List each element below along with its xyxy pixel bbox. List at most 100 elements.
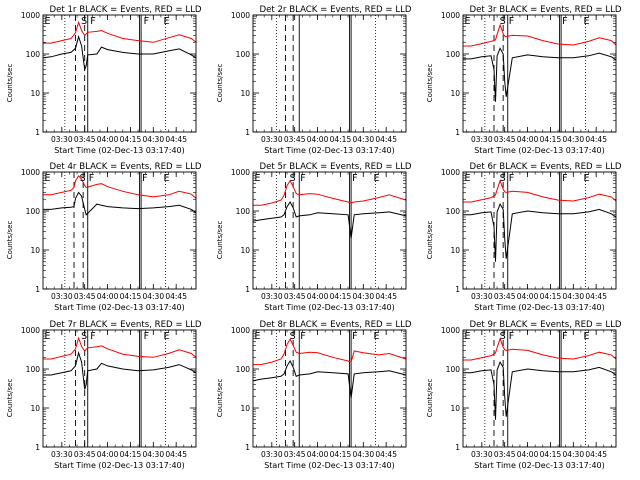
chart-title: Det 9r BLACK = Events, RED = LLD (469, 320, 621, 330)
lld-series-line (43, 174, 197, 199)
x-tick-label: 03:45 (284, 135, 306, 144)
x-tick-label: 03:45 (74, 135, 96, 144)
y-axis-label: Counts/sec (216, 221, 224, 260)
lld-series-line (253, 338, 407, 366)
y-tick-label: 100 (446, 207, 461, 216)
plot-frame (252, 171, 407, 290)
x-tick-label: 03:30 (261, 135, 283, 144)
x-tick-label: 04:30 (142, 135, 164, 144)
y-tick-label: 1 (455, 128, 460, 137)
y-tick-label: 1000 (231, 168, 250, 177)
x-axis-label: Start Time (02-Dec-13 03:17:40) (474, 461, 605, 470)
region-label: F (562, 331, 567, 342)
region-label: S (500, 331, 506, 342)
x-tick-label: 04:15 (330, 135, 352, 144)
x-axis-label: Start Time (02-Dec-13 03:17:40) (264, 461, 395, 470)
x-tick-label: 04:15 (120, 292, 142, 301)
y-tick-label: 1000 (231, 11, 250, 20)
region-label: E (255, 173, 261, 184)
x-axis-label: Start Time (02-Dec-13 03:17:40) (264, 303, 395, 312)
events-series-line (253, 359, 407, 399)
chart-panel: Det 9r BLACK = Events, RED = LLD Counts/s… (426, 320, 622, 470)
region-label: S (81, 16, 87, 27)
events-series-line (463, 47, 617, 102)
x-tick-label: 04:00 (307, 135, 329, 144)
region-label: F (352, 173, 357, 184)
chart-panel: Det 1r BLACK = Events, RED = LLD Counts/s… (6, 5, 202, 155)
x-tick-label: 04:00 (307, 450, 329, 459)
region-label: E (373, 173, 379, 184)
events-series-line (463, 202, 617, 262)
y-tick-label: 1000 (21, 326, 40, 335)
x-tick-label: 04:15 (330, 292, 352, 301)
plot-frame (42, 329, 197, 448)
region-label: F (89, 173, 94, 184)
y-axis-label: Counts/sec (6, 379, 14, 418)
region-label: F (144, 331, 149, 342)
chart-panel: Det 4r BLACK = Events, RED = LLD Counts/s… (6, 162, 202, 312)
x-tick-label: 04:15 (540, 450, 562, 459)
x-tick-label: 04:15 (120, 450, 142, 459)
x-axis-label: Start Time (02-Dec-13 03:17:40) (54, 146, 185, 155)
x-tick-label: 04:30 (562, 292, 584, 301)
lld-series-line (253, 179, 407, 206)
x-axis-label: Start Time (02-Dec-13 03:17:40) (474, 303, 605, 312)
chart-title: Det 6r BLACK = Events, RED = LLD (469, 162, 621, 172)
x-tick-label: 04:45 (165, 450, 187, 459)
y-tick-label: 10 (450, 404, 460, 413)
y-tick-label: 1000 (231, 326, 250, 335)
events-series-line (253, 201, 407, 239)
plot-frame (42, 171, 197, 290)
events-series-line (43, 191, 197, 216)
y-tick-label: 1 (245, 285, 250, 294)
region-label: S (290, 173, 296, 184)
y-axis-label: Counts/sec (6, 221, 14, 260)
region-label: E (373, 331, 379, 342)
y-tick-label: 10 (30, 246, 40, 255)
y-tick-label: 10 (240, 404, 250, 413)
x-tick-label: 03:30 (51, 292, 73, 301)
y-tick-label: 100 (236, 50, 251, 59)
x-tick-label: 04:15 (540, 135, 562, 144)
region-label: E (465, 331, 471, 342)
region-label: E (45, 16, 51, 27)
x-tick-label: 04:00 (97, 450, 119, 459)
x-tick-label: 04:30 (562, 450, 584, 459)
x-tick-label: 04:30 (352, 292, 374, 301)
x-tick-label: 03:45 (74, 292, 96, 301)
region-label: F (509, 173, 514, 184)
y-tick-label: 100 (26, 50, 41, 59)
chart-panel: Det 7r BLACK = Events, RED = LLD Counts/s… (6, 320, 202, 470)
region-label: S (500, 173, 506, 184)
lld-series-line (463, 179, 617, 203)
lld-series-line (463, 337, 617, 361)
y-tick-label: 1 (35, 443, 40, 452)
x-tick-label: 04:00 (97, 135, 119, 144)
y-tick-label: 100 (236, 365, 251, 374)
lld-series-line (43, 20, 197, 44)
y-tick-label: 100 (26, 365, 41, 374)
region-label: F (144, 16, 149, 27)
x-axis-label: Start Time (02-Dec-13 03:17:40) (264, 146, 395, 155)
events-series-line (43, 34, 197, 72)
chart-title: Det 1r BLACK = Events, RED = LLD (49, 5, 201, 15)
region-label: E (465, 16, 471, 27)
region-label: S (290, 331, 296, 342)
y-tick-label: 100 (446, 365, 461, 374)
plot-frame (462, 14, 617, 133)
y-axis-label: Counts/sec (216, 379, 224, 418)
region-label: E (255, 331, 261, 342)
y-tick-label: 1 (455, 443, 460, 452)
chart-panel: Det 8r BLACK = Events, RED = LLD Counts/s… (216, 320, 412, 470)
chart-panel: Det 6r BLACK = Events, RED = LLD Counts/s… (426, 162, 622, 312)
chart-title: Det 3r BLACK = Events, RED = LLD (469, 5, 621, 15)
chart-title: Det 7r BLACK = Events, RED = LLD (49, 320, 201, 330)
y-tick-label: 10 (240, 89, 250, 98)
y-tick-label: 1 (455, 285, 460, 294)
region-label: E (45, 173, 51, 184)
region-label: E (583, 331, 589, 342)
x-tick-label: 04:45 (165, 135, 187, 144)
y-tick-label: 100 (26, 207, 41, 216)
